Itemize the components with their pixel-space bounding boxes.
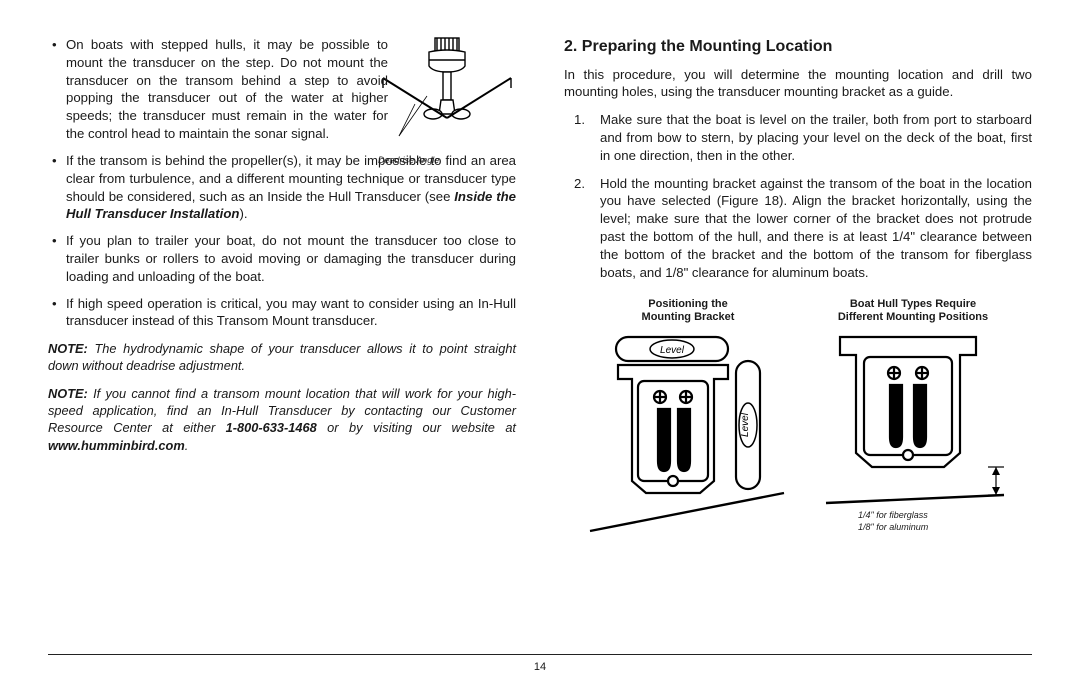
- figure-title-line: Mounting Bracket: [642, 311, 735, 323]
- figure-title-line: Different Mounting Positions: [838, 311, 988, 323]
- footer-rule: [48, 654, 1032, 655]
- note-lead: NOTE:: [48, 386, 88, 401]
- step-text: Make sure that the boat is level on the …: [600, 112, 1032, 163]
- note-lead: NOTE:: [48, 341, 88, 356]
- svg-text:Level: Level: [660, 345, 685, 356]
- left-column: Deadrise Angle On boats with stepped hul…: [48, 36, 516, 636]
- bullet-text: If the transom is behind the propeller(s…: [66, 153, 516, 204]
- svg-text:Level: Level: [740, 412, 751, 437]
- section-intro: In this procedure, you will determine th…: [564, 66, 1032, 102]
- figure-title: Positioning the Mounting Bracket: [588, 298, 788, 326]
- bullet-item: If you plan to trailer your boat, do not…: [48, 232, 516, 285]
- page-content: Deadrise Angle On boats with stepped hul…: [48, 36, 1032, 636]
- figure-row: Positioning the Mounting Bracket Level: [564, 298, 1032, 542]
- bullet-item: If the transom is behind the propeller(s…: [48, 152, 516, 223]
- note-tail: .: [185, 438, 189, 453]
- bullet-item: On boats with stepped hulls, it may be p…: [48, 36, 516, 143]
- page-number: 14: [48, 661, 1032, 673]
- figure-title-line: Boat Hull Types Require: [850, 298, 976, 310]
- phone-number: 1-800-633-1468: [226, 420, 317, 435]
- bullet-text: If high speed operation is critical, you…: [66, 296, 516, 329]
- bullet-item: If high speed operation is critical, you…: [48, 295, 516, 331]
- note-2: NOTE: If you cannot find a transom mount…: [48, 385, 516, 454]
- website-url: www.humminbird.com: [48, 438, 185, 453]
- steps-list: Make sure that the boat is level on the …: [564, 111, 1032, 281]
- figure-hull-types: Boat Hull Types Require Different Mounti…: [818, 298, 1008, 542]
- clearance-note: 1/4" for fiberglass 1/8" for aluminum: [858, 509, 1008, 533]
- step-text: Hold the mounting bracket against the tr…: [600, 176, 1032, 280]
- step-item: Hold the mounting bracket against the tr…: [564, 175, 1032, 282]
- figure-title: Boat Hull Types Require Different Mounti…: [818, 298, 1008, 326]
- figure-positioning-bracket: Positioning the Mounting Bracket Level: [588, 298, 788, 542]
- note-body: or by visiting our website at: [317, 420, 516, 435]
- bullet-text: If you plan to trailer your boat, do not…: [66, 233, 516, 284]
- bullet-text: On boats with stepped hulls, it may be p…: [66, 36, 388, 143]
- step-item: Make sure that the boat is level on the …: [564, 111, 1032, 164]
- right-column: 2. Preparing the Mounting Location In th…: [564, 36, 1032, 636]
- bracket-hulltypes-icon: [818, 331, 1008, 506]
- bullet-tail: ).: [239, 206, 247, 221]
- note-1: NOTE: The hydrodynamic shape of your tra…: [48, 340, 516, 375]
- section-heading: 2. Preparing the Mounting Location: [564, 36, 1032, 58]
- bracket-positioning-icon: Level: [588, 331, 788, 541]
- figure-title-line: Positioning the: [648, 298, 727, 310]
- note-body: The hydrodynamic shape of your transduce…: [48, 341, 516, 373]
- clearance-line: 1/4" for fiberglass: [858, 510, 928, 520]
- left-bullets: On boats with stepped hulls, it may be p…: [48, 36, 516, 330]
- clearance-line: 1/8" for aluminum: [858, 522, 928, 532]
